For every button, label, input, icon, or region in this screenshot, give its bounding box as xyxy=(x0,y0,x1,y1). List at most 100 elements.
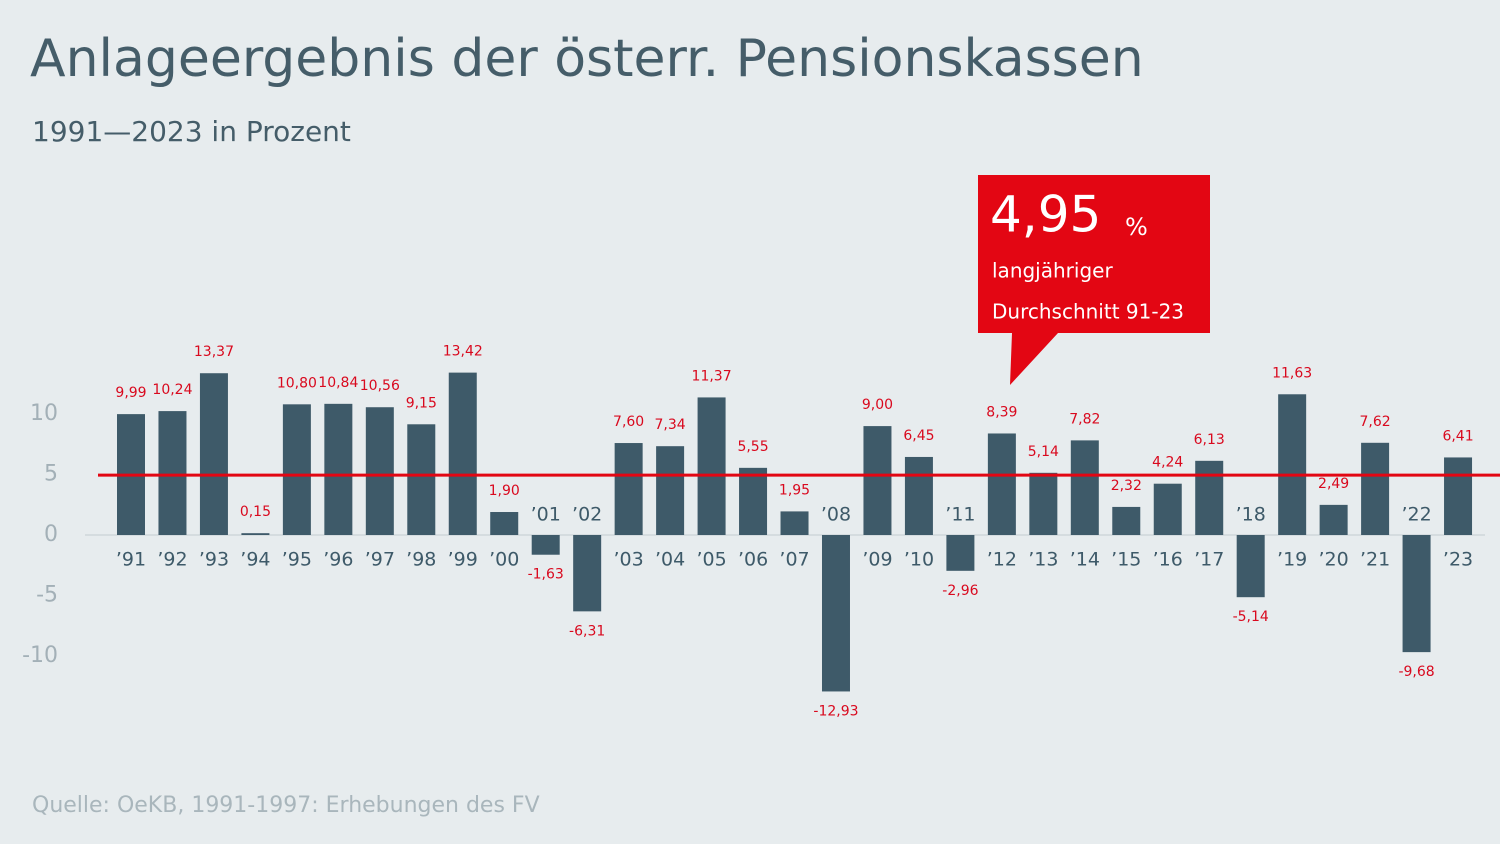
x-tick-label: ’05 xyxy=(696,549,726,571)
bar xyxy=(821,535,850,692)
value-label: 7,62 xyxy=(1360,414,1391,430)
x-tick-label: ’08 xyxy=(821,504,851,526)
value-label: 8,39 xyxy=(986,404,1017,420)
value-label: -9,68 xyxy=(1398,664,1434,680)
x-tick-label: ’15 xyxy=(1111,549,1141,571)
x-tick-label: ’99 xyxy=(448,549,478,571)
x-tick-label: ’95 xyxy=(282,549,312,571)
value-label: -6,31 xyxy=(569,623,605,639)
bar xyxy=(199,373,228,535)
bar xyxy=(739,467,768,535)
bar xyxy=(448,372,477,535)
value-label: 7,34 xyxy=(655,417,686,433)
bar xyxy=(407,424,436,535)
bar xyxy=(1070,440,1099,535)
bar xyxy=(365,407,394,535)
x-tick-label: ’17 xyxy=(1194,549,1224,571)
value-label: 10,80 xyxy=(277,375,317,391)
x-tick-label: ’18 xyxy=(1236,504,1266,526)
value-label: 9,00 xyxy=(862,397,893,413)
value-label: 9,15 xyxy=(406,395,437,411)
value-label: -5,14 xyxy=(1233,609,1269,625)
x-tick-label: ’91 xyxy=(116,549,146,571)
value-label: 9,99 xyxy=(115,385,146,401)
bar xyxy=(1319,504,1348,535)
x-tick-label: ’19 xyxy=(1277,549,1307,571)
value-label: 10,56 xyxy=(360,378,400,394)
bar xyxy=(863,426,892,535)
value-label: -12,93 xyxy=(813,703,858,719)
bar xyxy=(1278,394,1307,535)
y-tick-label: 5 xyxy=(44,462,58,487)
bar xyxy=(1195,460,1224,535)
value-label: 11,63 xyxy=(1272,365,1312,381)
x-tick-label: ’06 xyxy=(738,549,768,571)
y-tick-label: 10 xyxy=(30,401,58,426)
bar xyxy=(904,456,933,535)
value-label: 2,49 xyxy=(1318,476,1349,492)
bar xyxy=(697,397,726,535)
bar xyxy=(1402,535,1431,653)
source: Quelle: OeKB, 1991-1997: Erhebungen des … xyxy=(32,793,540,818)
x-tick-label: ’13 xyxy=(1028,549,1058,571)
bar xyxy=(614,443,643,535)
value-label: 10,24 xyxy=(152,382,192,398)
x-tick-label: ’03 xyxy=(614,549,644,571)
value-label: 1,95 xyxy=(779,482,810,498)
x-tick-label: ’00 xyxy=(489,549,519,571)
bar xyxy=(241,533,270,535)
x-tick-label: ’12 xyxy=(987,549,1017,571)
chart-subtitle: 1991—2023 in Prozent xyxy=(32,115,351,148)
x-tick-label: ’94 xyxy=(240,549,270,571)
x-tick-label: ’21 xyxy=(1360,549,1390,571)
value-label: 5,55 xyxy=(737,439,768,455)
x-tick-label: ’07 xyxy=(779,549,809,571)
value-label: -1,63 xyxy=(528,567,564,583)
value-label: 10,84 xyxy=(318,375,358,391)
y-tick-label: -10 xyxy=(22,643,58,668)
bar xyxy=(1444,457,1473,535)
x-tick-label: ’92 xyxy=(157,549,187,571)
value-label: 13,42 xyxy=(443,344,483,360)
x-tick-label: ’98 xyxy=(406,549,436,571)
bar xyxy=(987,433,1016,535)
x-tick-label: ’09 xyxy=(862,549,892,571)
bar xyxy=(490,512,519,535)
bar xyxy=(1153,483,1182,535)
value-label: 0,15 xyxy=(240,504,271,520)
bar xyxy=(656,446,685,535)
bar xyxy=(282,404,311,535)
value-label: 11,37 xyxy=(692,368,732,384)
x-tick-label: ’20 xyxy=(1319,549,1349,571)
value-label: 7,82 xyxy=(1069,411,1100,427)
value-label: 6,13 xyxy=(1194,432,1225,448)
value-label: 5,14 xyxy=(1028,444,1059,460)
chart-title: Anlageergebnis der österr. Pensionskasse… xyxy=(30,29,1144,89)
bar xyxy=(1029,472,1058,535)
x-tick-label: ’93 xyxy=(199,549,229,571)
x-tick-label: ’96 xyxy=(323,549,353,571)
bar xyxy=(780,511,809,535)
value-label: 1,90 xyxy=(489,483,520,499)
average-unit: % xyxy=(1125,213,1148,241)
x-tick-label: ’02 xyxy=(572,504,602,526)
average-caption: Durchschnitt 91-23 xyxy=(992,300,1184,324)
x-tick-label: ’10 xyxy=(904,549,934,571)
value-label: 13,37 xyxy=(194,344,234,360)
average-caption: langjähriger xyxy=(992,259,1113,283)
value-label: -2,96 xyxy=(942,583,978,599)
bar xyxy=(158,411,187,535)
x-tick-label: ’14 xyxy=(1070,549,1100,571)
bar xyxy=(946,535,975,571)
x-tick-label: ’01 xyxy=(531,504,561,526)
bar xyxy=(1236,535,1265,598)
bar xyxy=(1112,506,1141,535)
y-tick-label: -5 xyxy=(36,583,58,608)
x-tick-label: ’04 xyxy=(655,549,685,571)
bar xyxy=(324,403,353,535)
x-tick-label: ’16 xyxy=(1153,549,1183,571)
value-label: 6,41 xyxy=(1442,428,1473,444)
